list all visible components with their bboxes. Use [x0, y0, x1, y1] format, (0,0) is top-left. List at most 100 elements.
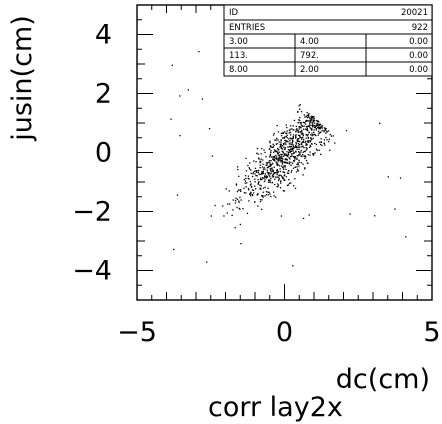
data-point [277, 158, 280, 160]
data-point [295, 143, 298, 145]
data-point [285, 141, 287, 143]
data-point [297, 130, 299, 132]
data-point [267, 191, 269, 193]
data-point [198, 51, 200, 53]
data-point [301, 138, 303, 140]
data-point [308, 124, 310, 127]
data-point [285, 168, 287, 170]
data-point [273, 157, 275, 159]
data-point [317, 134, 319, 136]
data-point [273, 151, 275, 153]
data-point [255, 175, 257, 177]
data-point [297, 170, 299, 172]
data-point [300, 162, 302, 164]
data-point [287, 170, 289, 172]
data-point [271, 163, 273, 166]
data-point [316, 123, 318, 125]
data-point [280, 165, 283, 167]
data-point [277, 164, 279, 166]
data-point [296, 155, 298, 157]
data-point [252, 192, 255, 194]
data-point [245, 170, 248, 172]
data-point [294, 146, 296, 148]
data-point [298, 105, 300, 107]
data-point [298, 165, 300, 167]
data-point [303, 147, 305, 149]
data-point [259, 162, 261, 164]
data-point [294, 135, 297, 137]
data-point [285, 154, 287, 156]
data-point [310, 120, 312, 122]
data-point [236, 198, 239, 200]
data-point [303, 155, 306, 157]
data-point [349, 213, 351, 215]
data-point [280, 143, 282, 146]
data-point [319, 141, 321, 143]
data-point [272, 173, 274, 175]
data-point [288, 145, 291, 148]
data-point [272, 146, 274, 148]
data-point [228, 190, 230, 192]
data-point [291, 128, 293, 130]
data-point [254, 201, 256, 203]
data-point [296, 158, 298, 160]
data-point [282, 190, 284, 192]
data-point [290, 131, 292, 134]
data-point [292, 137, 294, 139]
data-point [274, 160, 276, 162]
data-point [294, 178, 296, 180]
data-point [276, 142, 278, 145]
data-point [260, 188, 262, 190]
data-point [308, 132, 310, 134]
data-point [292, 140, 294, 142]
data-point [290, 150, 292, 153]
data-point [271, 182, 273, 184]
data-point [301, 124, 303, 127]
data-point [312, 137, 314, 140]
data-point [316, 149, 318, 151]
data-point [303, 139, 305, 141]
data-point [306, 129, 308, 132]
data-point [281, 163, 284, 165]
data-point [279, 174, 281, 176]
data-point [259, 178, 262, 181]
data-point [276, 156, 278, 158]
data-point [210, 215, 212, 217]
data-point [239, 196, 241, 198]
data-point [250, 193, 252, 195]
data-point [282, 171, 284, 173]
data-point [272, 169, 274, 171]
data-point [283, 153, 285, 155]
data-point [311, 122, 314, 124]
data-point [280, 215, 283, 217]
data-point [312, 153, 314, 155]
data-point [323, 131, 325, 133]
data-point [269, 154, 271, 156]
stats-id-value: 20021 [401, 8, 428, 18]
data-point [324, 127, 326, 129]
data-point [254, 185, 256, 187]
data-point [323, 129, 325, 132]
data-point [293, 160, 295, 162]
data-point [229, 203, 231, 205]
data-point [294, 156, 296, 158]
data-point [277, 157, 280, 159]
data-point [298, 128, 300, 130]
data-point [240, 199, 242, 201]
data-point [298, 121, 300, 124]
data-point [236, 166, 239, 168]
data-point [278, 149, 280, 151]
data-point [291, 143, 293, 145]
data-point [278, 165, 281, 167]
data-point [223, 215, 225, 217]
data-point [249, 192, 251, 194]
data-point [318, 125, 320, 127]
data-point [305, 115, 307, 118]
data-point [319, 124, 321, 126]
data-point [239, 189, 241, 191]
data-point [280, 145, 282, 147]
data-point [298, 126, 300, 128]
data-point [295, 145, 298, 148]
data-point [269, 162, 271, 164]
data-point [292, 136, 294, 138]
